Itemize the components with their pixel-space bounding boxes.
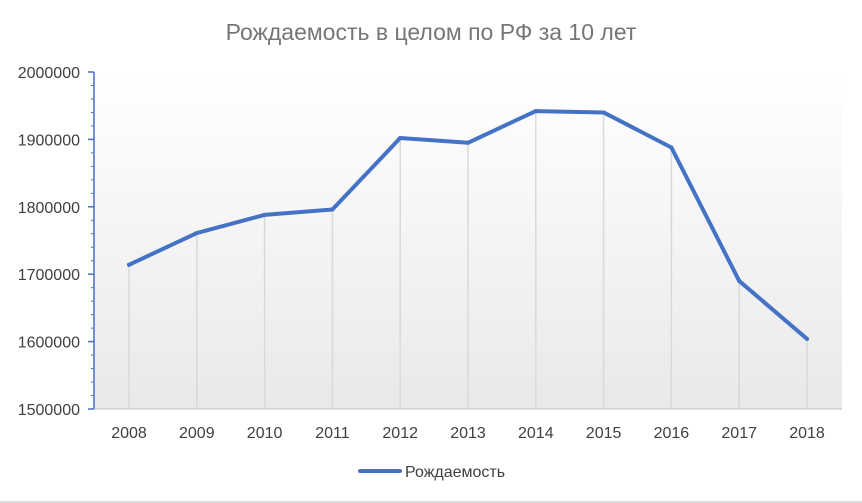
series-layer bbox=[127, 109, 809, 341]
x-axis: 2008 2009 2010 2011 2012 2013 2014 2015 2016 2017… bbox=[94, 408, 842, 442]
x-tick-label: 2017 bbox=[721, 425, 757, 442]
chart-title: Рождаемость в целом по РФ за 10 лет bbox=[226, 19, 637, 45]
x-tick-label: 2014 bbox=[518, 425, 554, 442]
x-tick-label: 2009 bbox=[179, 425, 215, 442]
data-point bbox=[669, 145, 674, 150]
y-tick-label: 1700000 bbox=[18, 267, 80, 284]
y-tick-label: 1600000 bbox=[18, 335, 80, 352]
x-tick-label: 2011 bbox=[315, 425, 350, 442]
y-axis: 1500000 1600000 1700000 1800000 1900000 20000… bbox=[18, 65, 95, 419]
y-tick-label: 1500000 bbox=[18, 402, 80, 419]
x-tick-label: 2010 bbox=[247, 425, 283, 442]
data-point bbox=[194, 231, 199, 236]
legend-label: Рождаемость bbox=[405, 464, 505, 481]
data-point bbox=[737, 278, 742, 283]
data-point bbox=[533, 109, 538, 114]
data-point bbox=[601, 110, 606, 115]
legend: Рождаемость bbox=[358, 464, 505, 481]
drop-lines bbox=[128, 111, 808, 409]
x-tick-label: 2012 bbox=[382, 425, 418, 442]
x-tick-label: 2018 bbox=[789, 425, 825, 442]
bottom-divider bbox=[0, 501, 862, 503]
x-tick-label: 2015 bbox=[586, 425, 622, 442]
data-point bbox=[398, 136, 403, 141]
data-point bbox=[262, 212, 267, 217]
x-tick-label: 2008 bbox=[111, 425, 147, 442]
data-point bbox=[330, 207, 335, 212]
data-point bbox=[127, 262, 131, 267]
y-tick-label: 1900000 bbox=[18, 132, 80, 149]
x-tick-label: 2013 bbox=[450, 425, 486, 442]
y-tick-label: 1800000 bbox=[18, 200, 80, 217]
y-tick-label: 2000000 bbox=[18, 65, 80, 82]
data-point bbox=[466, 140, 470, 145]
data-point bbox=[805, 336, 809, 341]
x-tick-label: 2016 bbox=[654, 425, 690, 442]
